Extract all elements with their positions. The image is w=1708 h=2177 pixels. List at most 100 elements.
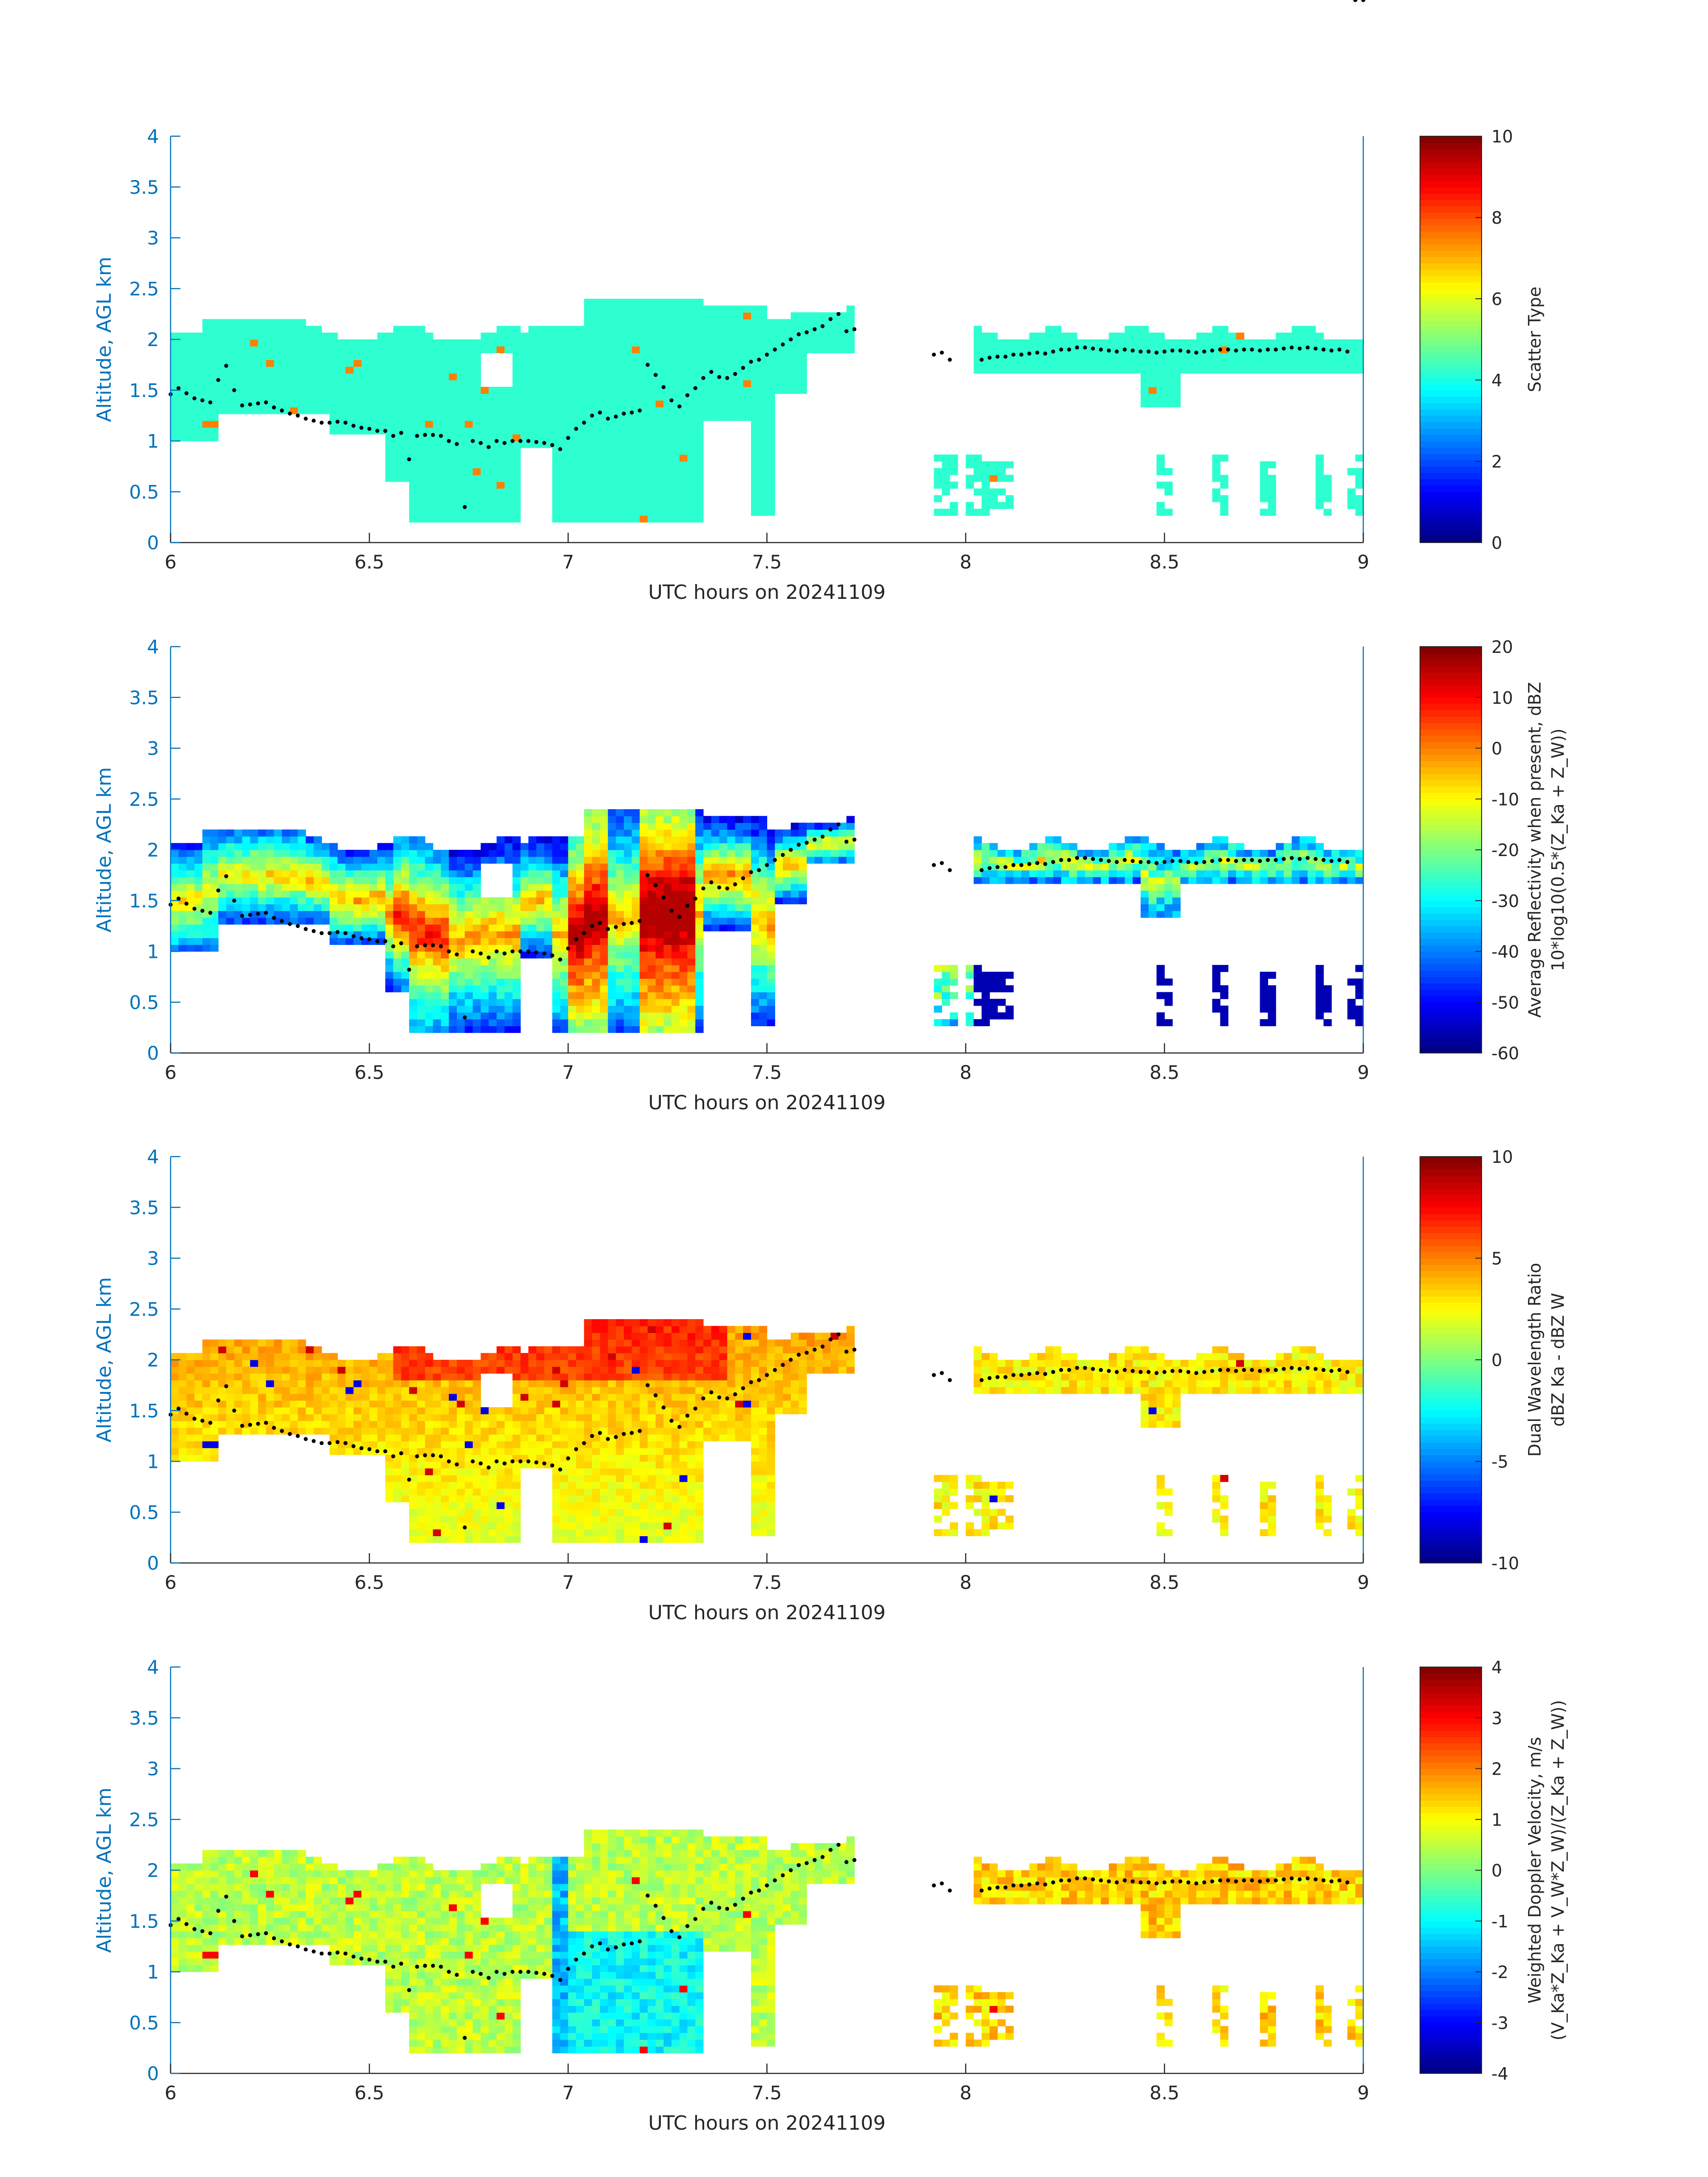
heatmap-cell (1260, 877, 1268, 884)
heatmap-cell (1260, 509, 1268, 516)
heatmap-cell (1347, 495, 1356, 502)
heatmap-cell (973, 857, 982, 864)
heatmap-cell (194, 911, 203, 918)
heatmap-cell (846, 326, 855, 333)
heatmap-cell (369, 407, 378, 414)
heatmap-cell (1164, 387, 1173, 394)
heatmap-cell (520, 393, 529, 401)
heatmap-cell (616, 999, 624, 1006)
heatmap-cell (226, 843, 234, 850)
heatmap-cell (441, 978, 449, 986)
heatmap-cell (385, 857, 394, 864)
heatmap-cell (1053, 863, 1061, 871)
heatmap-cell (647, 924, 656, 932)
heatmap-cell (1244, 870, 1253, 877)
heatmap-cell (441, 427, 449, 435)
heatmap-cell (1220, 863, 1228, 871)
heatmap-cell (679, 944, 688, 952)
heatmap-cell (210, 924, 219, 932)
heatmap-cell (472, 387, 481, 394)
heatmap-cell (1315, 870, 1324, 877)
heatmap-cell (600, 346, 608, 353)
heatmap-cell (417, 999, 426, 1006)
heatmap-cell (576, 857, 585, 864)
heatmap-cell (631, 1019, 640, 1026)
heatmap-cell (377, 904, 386, 911)
heatmap-cell (624, 305, 632, 313)
heatmap-cell (608, 843, 616, 850)
heatmap-cell (528, 366, 537, 374)
heatmap-cell (528, 387, 537, 394)
heatmap-cell (417, 897, 426, 904)
heatmap-cell (631, 373, 640, 380)
heatmap-cell (171, 346, 179, 353)
heatmap-cell (178, 1414, 187, 1421)
heatmap-cell (767, 890, 775, 898)
heatmap-cell (616, 931, 624, 938)
heatmap-cell (823, 850, 831, 857)
heatmap-cell (664, 863, 672, 871)
y-tick-label: 3.5 (129, 687, 159, 709)
heatmap-cell (767, 447, 775, 455)
heatmap-cell (433, 454, 441, 462)
heatmap-cell (616, 326, 624, 333)
layer-dot (463, 505, 467, 509)
heatmap-cell (695, 400, 704, 408)
layer-dot (781, 342, 785, 347)
heatmap-cell (1324, 509, 1332, 516)
layer-dot (1115, 349, 1119, 354)
heatmap-cell (695, 346, 704, 353)
heatmap-cell (457, 461, 465, 468)
heatmap-cell (631, 965, 640, 972)
heatmap-cell (592, 857, 601, 864)
heatmap-cell (814, 326, 823, 333)
heatmap-cell (560, 931, 568, 938)
heatmap-cell (528, 414, 537, 421)
heatmap-cell (480, 488, 489, 496)
heatmap-cell (656, 299, 664, 306)
heatmap-cell (322, 332, 330, 340)
heatmap-cell (552, 475, 561, 482)
heatmap-cell (171, 904, 179, 911)
heatmap-cell (616, 816, 624, 823)
heatmap-cell (592, 346, 601, 353)
heatmap-cell (290, 897, 298, 904)
heatmap-cell (616, 924, 624, 932)
layer-dot (192, 907, 196, 911)
heatmap-cell (759, 850, 768, 857)
heatmap-cell (647, 299, 656, 306)
colorbar-swatch (1420, 415, 1482, 422)
layer-dot (455, 952, 459, 957)
heatmap-cell (1260, 850, 1268, 857)
heatmap-cell (997, 461, 1006, 468)
heatmap-cell (1331, 863, 1340, 871)
heatmap-cell (544, 857, 553, 864)
heatmap-cell (1204, 366, 1213, 374)
heatmap-cell (711, 332, 720, 340)
heatmap-cell (600, 850, 608, 857)
layer-dot (661, 385, 666, 389)
heatmap-cell (616, 823, 624, 830)
heatmap-cell (512, 965, 521, 972)
heatmap-cell (719, 346, 728, 353)
heatmap-cell (330, 359, 338, 367)
heatmap-cell (759, 857, 768, 864)
heatmap-cell (981, 1019, 990, 1026)
heatmap-cell (171, 339, 179, 347)
heatmap-cell (1045, 870, 1054, 877)
heatmap-cell (600, 978, 608, 986)
heatmap-cell (330, 380, 338, 387)
heatmap-cell (671, 809, 680, 816)
heatmap-cell (759, 890, 768, 898)
heatmap-cell (631, 339, 640, 347)
heatmap-cell (401, 353, 409, 360)
heatmap-cell (600, 441, 608, 448)
heatmap-cell (425, 890, 434, 898)
heatmap-cell (1157, 843, 1165, 850)
heatmap-cell (647, 502, 656, 509)
heatmap-cell (695, 299, 704, 306)
heatmap-cell (425, 353, 434, 360)
heatmap-cell (202, 890, 211, 898)
heatmap-cell (313, 917, 322, 925)
heatmap-cell (258, 829, 267, 837)
